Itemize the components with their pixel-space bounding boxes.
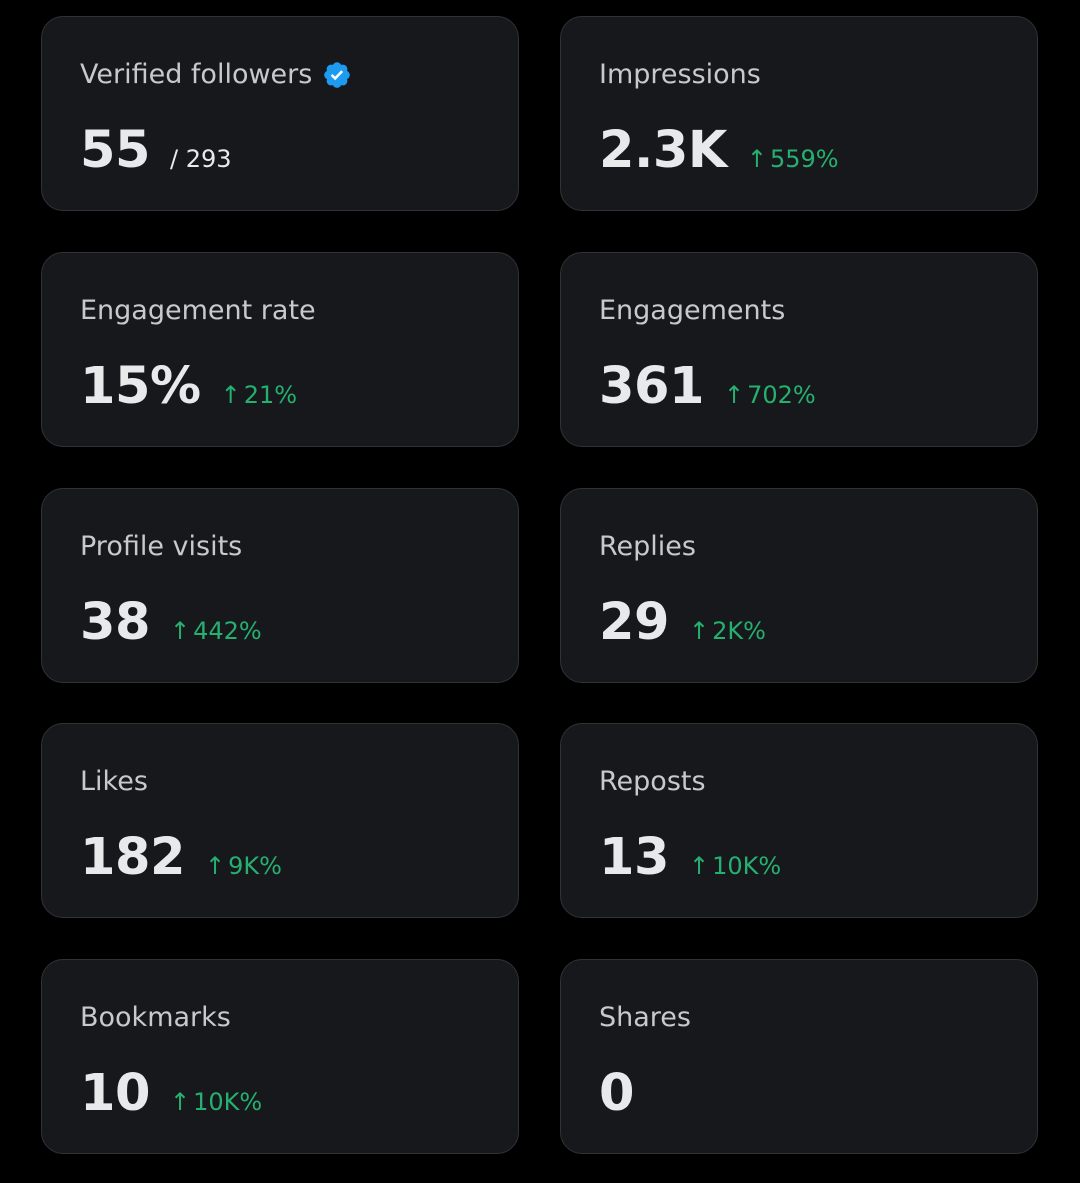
change-value: 10K% <box>712 852 782 880</box>
metric-value: 13 <box>599 828 669 887</box>
card-label: Bookmarks <box>80 1002 231 1033</box>
arrow-up-icon: ↑ <box>688 617 710 645</box>
metric-value: 0 <box>599 1064 635 1123</box>
card-label: Engagements <box>599 295 786 326</box>
value-row: 0 <box>599 1064 635 1124</box>
metric-value: 2.3K <box>599 121 727 180</box>
value-row: 2.3K ↑ 559% <box>599 121 839 181</box>
arrow-up-icon: ↑ <box>169 1088 191 1116</box>
card-label: Verified followers <box>80 57 352 93</box>
metric-total: / 293 <box>169 145 232 173</box>
value-row: 29 ↑ 2K% <box>599 593 766 653</box>
card-replies[interactable]: Replies 29 ↑ 2K% <box>560 488 1038 683</box>
card-impressions[interactable]: Impressions 2.3K ↑ 559% <box>560 16 1038 211</box>
change-value: 702% <box>747 381 816 409</box>
card-label: Reposts <box>599 766 706 797</box>
metric-value: 29 <box>599 593 669 652</box>
metric-change: ↑ 10K% <box>170 1088 262 1116</box>
metric-change: ↑ 559% <box>747 145 839 173</box>
card-label: Replies <box>599 531 696 562</box>
arrow-up-icon: ↑ <box>688 852 710 880</box>
card-label: Shares <box>599 1002 691 1033</box>
arrow-up-icon: ↑ <box>220 381 241 409</box>
change-value: 10K% <box>193 1088 263 1116</box>
arrow-up-icon: ↑ <box>723 381 745 409</box>
card-label: Impressions <box>599 59 761 90</box>
metric-change: ↑ 9K% <box>205 852 282 880</box>
card-shares[interactable]: Shares 0 <box>560 959 1038 1154</box>
arrow-up-icon: ↑ <box>204 852 226 880</box>
metric-change: ↑ 442% <box>170 617 262 645</box>
change-value: 559% <box>769 145 839 173</box>
metric-change: ↑ 702% <box>724 381 816 409</box>
card-likes[interactable]: Likes 182 ↑ 9K% <box>41 723 519 918</box>
change-value: 442% <box>193 617 262 645</box>
metric-value: 182 <box>80 828 185 887</box>
metric-value: 15% <box>80 357 201 416</box>
arrow-up-icon: ↑ <box>746 145 767 173</box>
metric-change: ↑ 2K% <box>689 617 766 645</box>
card-verified-followers[interactable]: Verified followers 55 / 293 <box>41 16 519 211</box>
arrow-up-icon: ↑ <box>169 617 191 645</box>
value-row: 15% ↑ 21% <box>80 357 297 417</box>
value-row: 10 ↑ 10K% <box>80 1064 262 1124</box>
value-row: 38 ↑ 442% <box>80 593 262 653</box>
change-value: 9K% <box>228 852 282 880</box>
value-row: 182 ↑ 9K% <box>80 828 282 888</box>
metric-change: ↑ 10K% <box>689 852 781 880</box>
value-row: 55 / 293 <box>80 121 232 181</box>
card-label: Profile visits <box>80 531 243 562</box>
metric-change: ↑ 21% <box>221 381 297 409</box>
card-label: Likes <box>80 766 148 797</box>
value-row: 361 ↑ 702% <box>599 357 816 417</box>
card-engagement-rate[interactable]: Engagement rate 15% ↑ 21% <box>41 252 519 447</box>
card-bookmarks[interactable]: Bookmarks 10 ↑ 10K% <box>41 959 519 1154</box>
verified-badge-icon <box>324 62 351 88</box>
change-value: 2K% <box>712 617 766 645</box>
card-profile-visits[interactable]: Profile visits 38 ↑ 442% <box>41 488 519 683</box>
card-reposts[interactable]: Reposts 13 ↑ 10K% <box>560 723 1038 918</box>
metric-value: 10 <box>80 1064 150 1123</box>
metric-value: 361 <box>599 357 704 416</box>
metric-value: 38 <box>80 593 150 652</box>
card-engagements[interactable]: Engagements 361 ↑ 702% <box>560 252 1038 447</box>
card-label-text: Verified followers <box>80 59 313 90</box>
metric-value: 55 <box>80 121 150 180</box>
value-row: 13 ↑ 10K% <box>599 828 781 888</box>
card-label: Engagement rate <box>80 295 316 326</box>
change-value: 21% <box>243 381 298 409</box>
